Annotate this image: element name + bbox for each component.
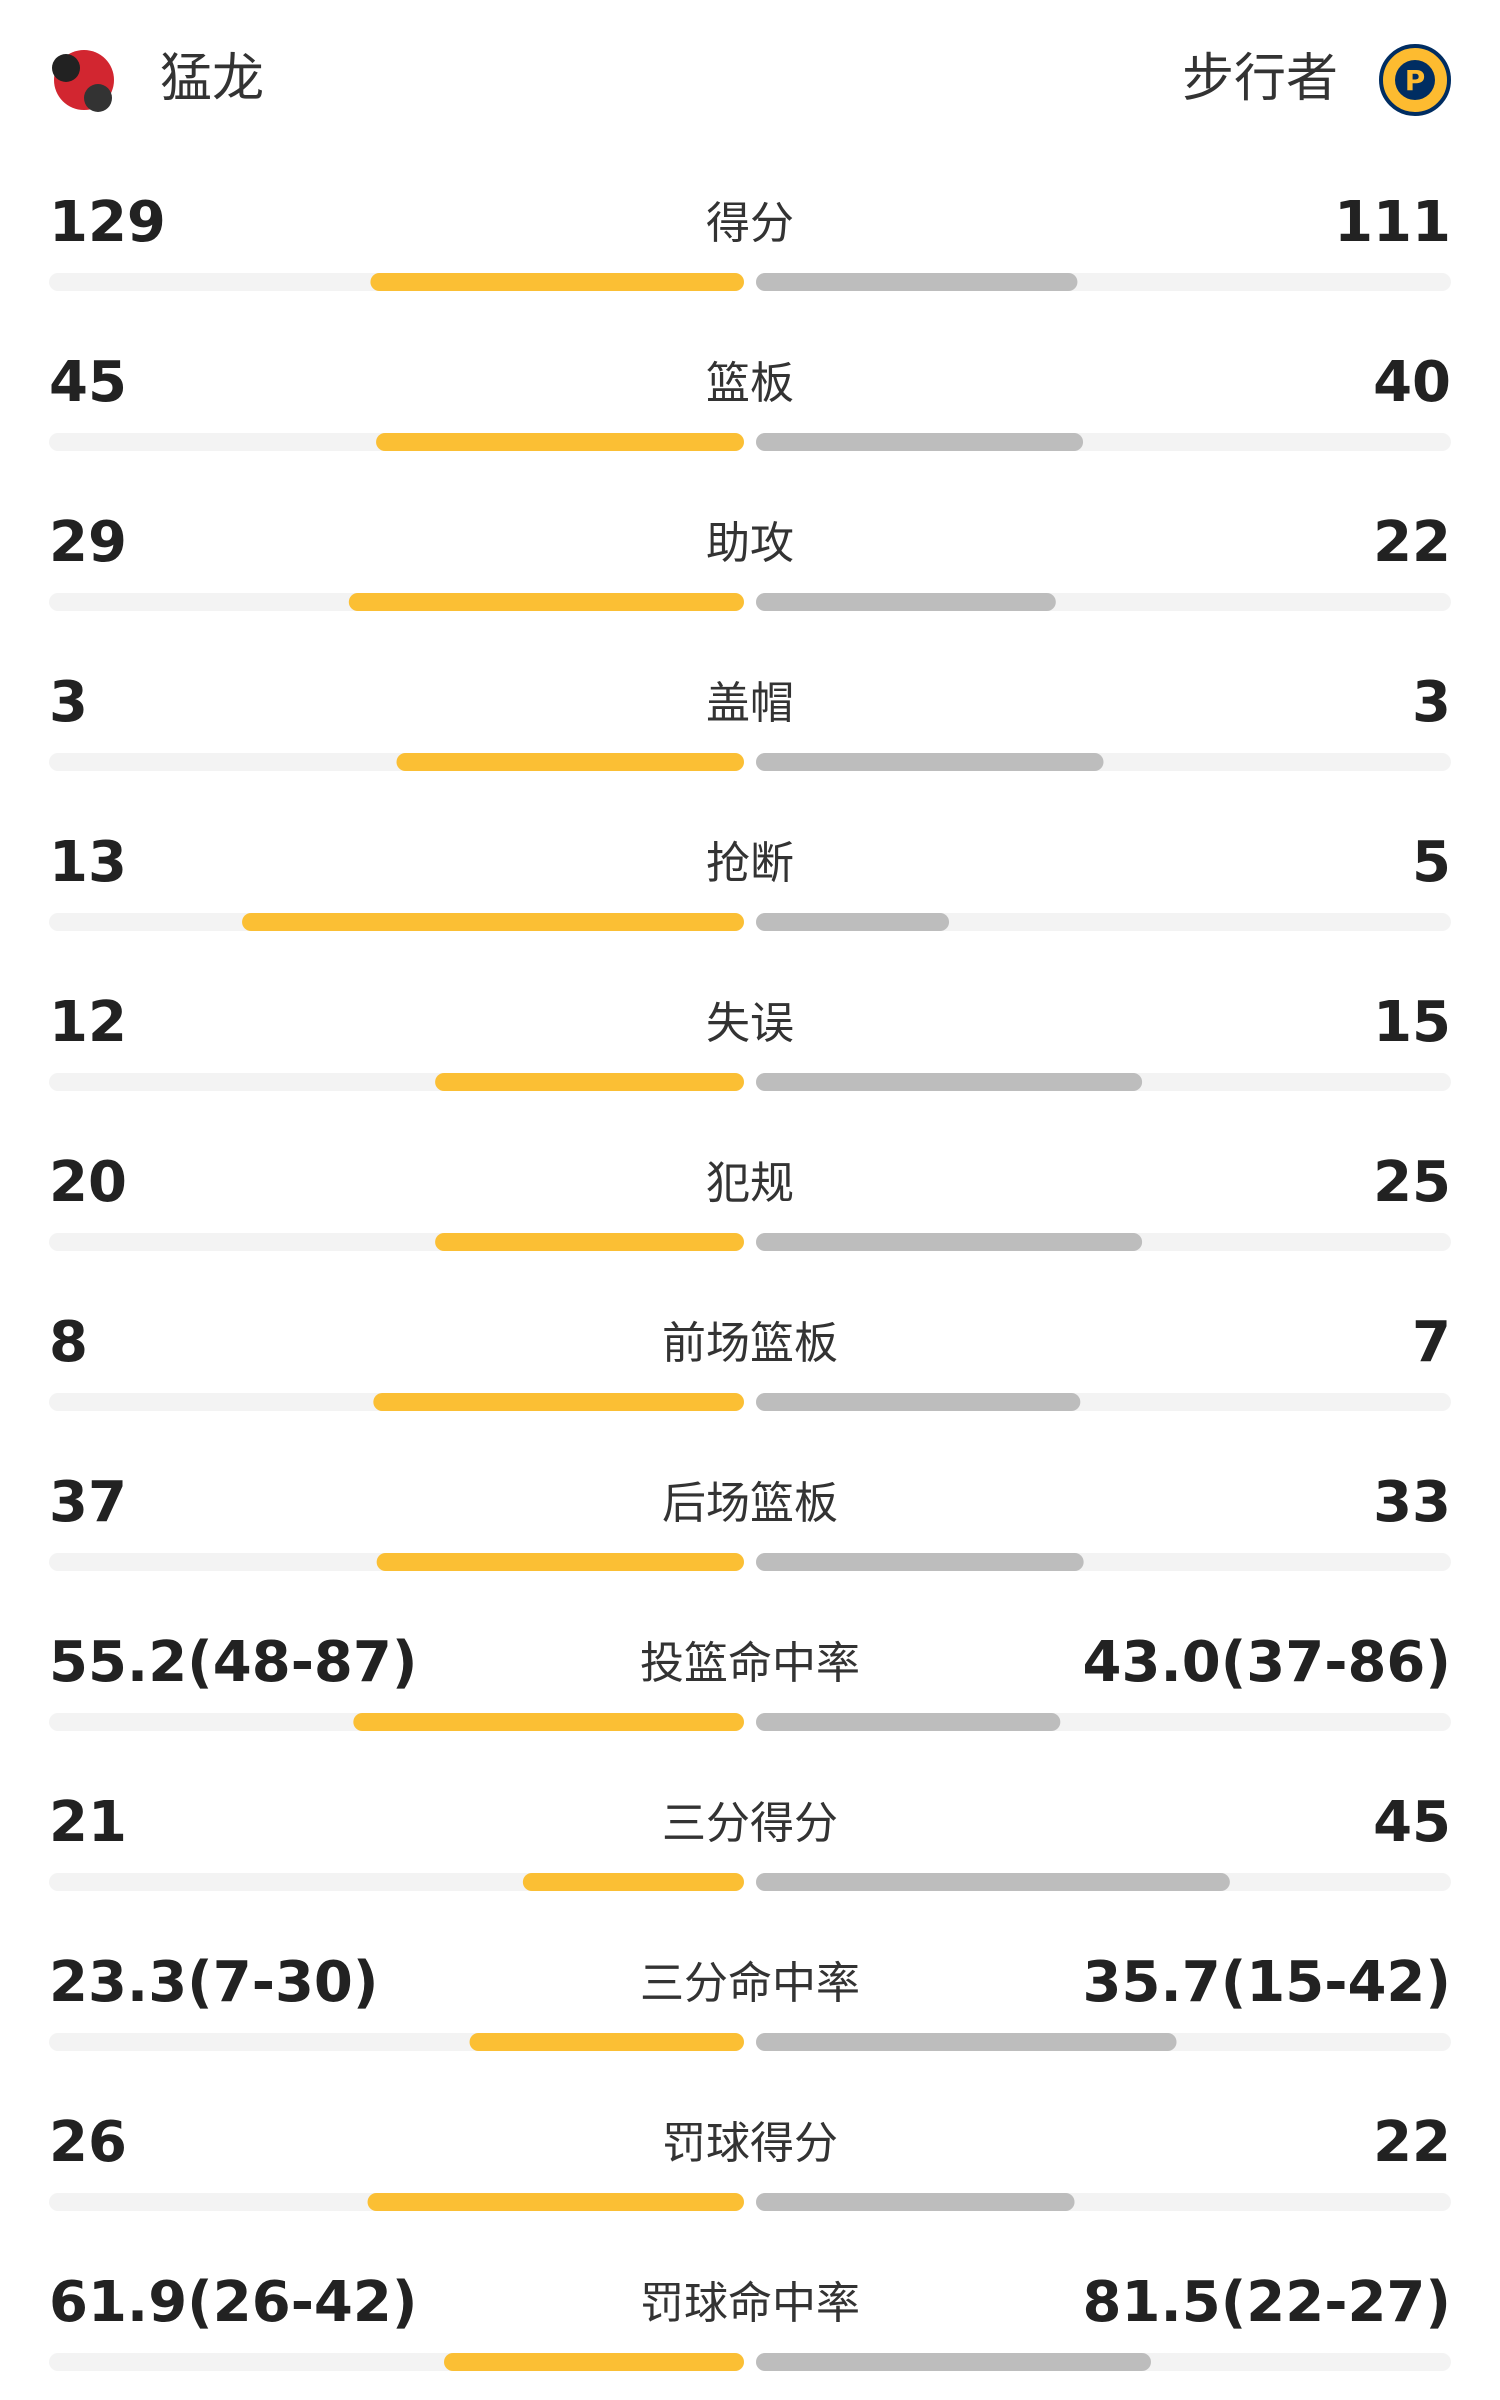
- away-value: 7: [1412, 1310, 1451, 1375]
- away-value: 111: [1334, 190, 1451, 255]
- stat-label: 失误: [706, 998, 794, 1049]
- away-value: 15: [1373, 990, 1451, 1055]
- away-value: 33: [1373, 1470, 1451, 1535]
- home-bar: [376, 433, 744, 451]
- home-value: 23.3(7-30): [49, 1950, 379, 2015]
- away-logo: P: [1379, 44, 1451, 116]
- home-bar: [367, 2193, 744, 2211]
- away-bar: [756, 1073, 1143, 1091]
- away-value: 5: [1412, 830, 1451, 895]
- home-value: 26: [49, 2110, 127, 2175]
- home-bar: [373, 1393, 744, 1411]
- away-value: 22: [1373, 510, 1451, 575]
- away-bar: [756, 2193, 1075, 2211]
- away-bar: [756, 593, 1056, 611]
- home-value: 37: [49, 1470, 127, 1535]
- stat-label: 三分命中率: [640, 1958, 860, 2009]
- stat-label: 前场篮板: [662, 1318, 838, 1369]
- home-value: 3: [49, 670, 88, 735]
- stat-label: 罚球得分: [662, 2118, 838, 2169]
- away-bar: [756, 2353, 1151, 2371]
- home-bar: [242, 913, 745, 931]
- stat-label: 三分得分: [662, 1798, 838, 1849]
- away-bar: [756, 1873, 1230, 1891]
- away-bar: [756, 273, 1078, 291]
- away-bar: [756, 433, 1084, 451]
- home-bar: [443, 2353, 744, 2371]
- home-bar: [348, 593, 744, 611]
- home-bar: [376, 1553, 744, 1571]
- home-value: 129: [49, 190, 166, 255]
- svg-text:P: P: [1405, 64, 1426, 97]
- home-logo: [52, 50, 114, 112]
- home-bar: [469, 2033, 744, 2051]
- away-bar: [756, 1713, 1061, 1731]
- home-value: 45: [49, 350, 127, 415]
- away-bar: [756, 753, 1104, 771]
- away-team: 步行者: [1182, 49, 1338, 109]
- away-bar: [756, 1553, 1084, 1571]
- stat-label: 助攻: [706, 518, 794, 569]
- home-bar: [435, 1233, 744, 1251]
- home-bar: [353, 1713, 744, 1731]
- home-bar: [396, 753, 744, 771]
- stat-label: 投篮命中率: [640, 1638, 860, 1689]
- home-value: 13: [49, 830, 127, 895]
- home-bar: [522, 1873, 744, 1891]
- home-team: 猛龙: [160, 49, 264, 109]
- away-value: 40: [1373, 350, 1451, 415]
- home-bar: [370, 273, 744, 291]
- stat-label: 得分: [706, 198, 794, 249]
- home-value: 29: [49, 510, 127, 575]
- stat-label: 罚球命中率: [640, 2278, 860, 2329]
- away-value: 3: [1412, 670, 1451, 735]
- home-bar: [435, 1073, 744, 1091]
- away-value: 22: [1373, 2110, 1451, 2175]
- away-bar: [756, 2033, 1177, 2051]
- away-bar: [756, 1233, 1143, 1251]
- away-value: 25: [1373, 1150, 1451, 1215]
- stat-label: 后场篮板: [662, 1478, 838, 1529]
- away-bar: [756, 913, 950, 931]
- home-value: 20: [49, 1150, 127, 1215]
- home-value: 8: [49, 1310, 88, 1375]
- away-bar: [756, 1393, 1081, 1411]
- away-value: 43.0(37-86): [1083, 1630, 1451, 1695]
- home-value: 21: [49, 1790, 127, 1855]
- stat-label: 抢断: [706, 838, 794, 889]
- away-value: 45: [1373, 1790, 1451, 1855]
- stat-label: 盖帽: [706, 678, 794, 729]
- home-value: 61.9(26-42): [49, 2270, 417, 2335]
- stat-label: 犯规: [706, 1158, 794, 1209]
- stat-label: 篮板: [706, 358, 794, 409]
- home-value: 12: [49, 990, 127, 1055]
- away-value: 81.5(22-27): [1083, 2270, 1451, 2335]
- home-value: 55.2(48-87): [49, 1630, 417, 1695]
- away-value: 35.7(15-42): [1083, 1950, 1451, 2015]
